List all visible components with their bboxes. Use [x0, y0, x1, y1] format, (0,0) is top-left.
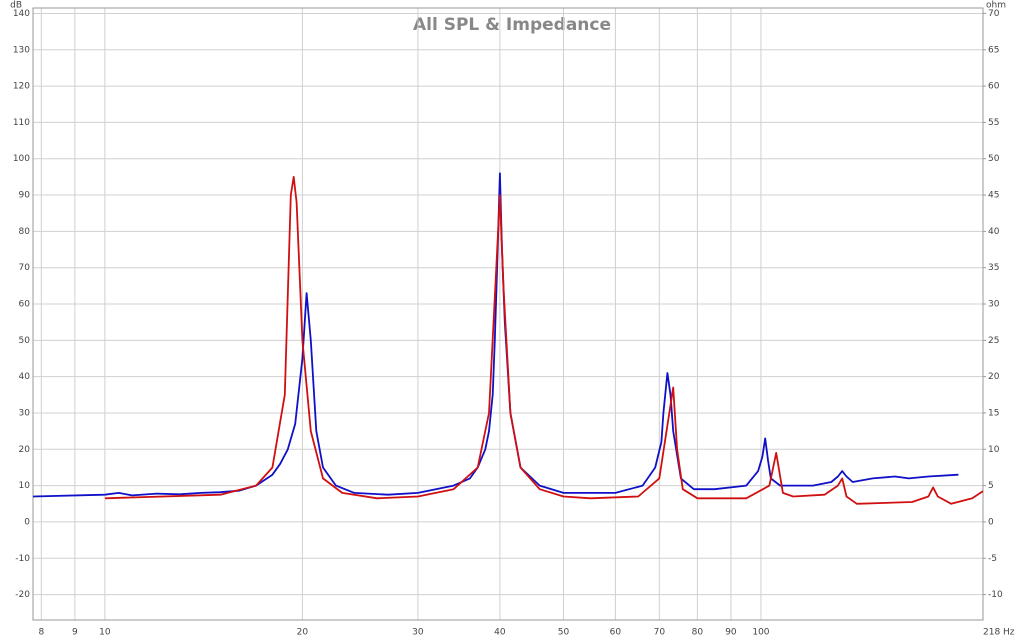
y2-tick-label: 25 — [988, 336, 999, 346]
x-tick-label: 60 — [610, 628, 622, 638]
x-tick-label: 30 — [412, 628, 424, 638]
x-tick-label: 70 — [654, 628, 666, 638]
y2-tick-label: 35 — [988, 263, 999, 273]
y-axis-label: dB — [10, 1, 22, 11]
chart-title: All SPL & Impedance — [413, 15, 611, 35]
x-tick-label: 10 — [99, 628, 111, 638]
y-tick-label: 40 — [19, 372, 31, 382]
y2-tick-label: 65 — [988, 45, 999, 55]
y2-tick-label: 55 — [988, 118, 999, 128]
x-tick-label: 20 — [297, 628, 309, 638]
y2-tick-label: 45 — [988, 191, 999, 201]
x-tick-label: 9 — [72, 628, 78, 638]
y2-tick-label: -10 — [988, 590, 1003, 600]
x-tick-label: 40 — [494, 628, 506, 638]
y-tick-label: 80 — [19, 227, 31, 237]
y2-tick-label: 30 — [988, 300, 1000, 310]
x-tick-label: 50 — [558, 628, 570, 638]
y-tick-label: 90 — [19, 191, 31, 201]
plot-frame — [32, 7, 984, 621]
y-tick-label: 20 — [19, 445, 31, 455]
y-tick-label: -10 — [15, 554, 30, 564]
y-tick-label: 50 — [19, 336, 31, 346]
y-tick-label: 100 — [13, 154, 30, 164]
x-tick-label: 100 — [752, 628, 769, 638]
y2-tick-label: 15 — [988, 408, 999, 418]
y-tick-label: 70 — [19, 263, 31, 273]
y2-tick-label: 20 — [988, 372, 1000, 382]
y2-tick-label: 5 — [988, 481, 994, 491]
y2-tick-label: 60 — [988, 82, 1000, 92]
y-tick-label: 130 — [13, 45, 30, 55]
y-tick-label: 10 — [19, 481, 31, 491]
y2-axis-label: ohm — [986, 1, 1006, 11]
y-tick-label: 120 — [13, 82, 30, 92]
y2-tick-label: 50 — [988, 154, 1000, 164]
x-tick-label: 80 — [692, 628, 704, 638]
y2-tick-label: 0 — [988, 517, 994, 527]
y2-tick-label: 40 — [988, 227, 1000, 237]
x-tick-label: 90 — [725, 628, 737, 638]
x-tick-label: 8 — [38, 628, 44, 638]
series-line — [104, 175, 984, 505]
y-tick-label: 140 — [13, 9, 30, 19]
y2-tick-label: -5 — [988, 554, 997, 564]
y2-tick-label: 70 — [988, 9, 1000, 19]
x-tick-label: 218 Hz — [983, 628, 1015, 638]
y-tick-label: 30 — [19, 408, 31, 418]
y-tick-label: -20 — [15, 590, 30, 600]
y-tick-label: 0 — [24, 517, 30, 527]
y-tick-label: 110 — [13, 118, 30, 128]
y-tick-label: 60 — [19, 300, 31, 310]
y2-tick-label: 10 — [988, 445, 1000, 455]
